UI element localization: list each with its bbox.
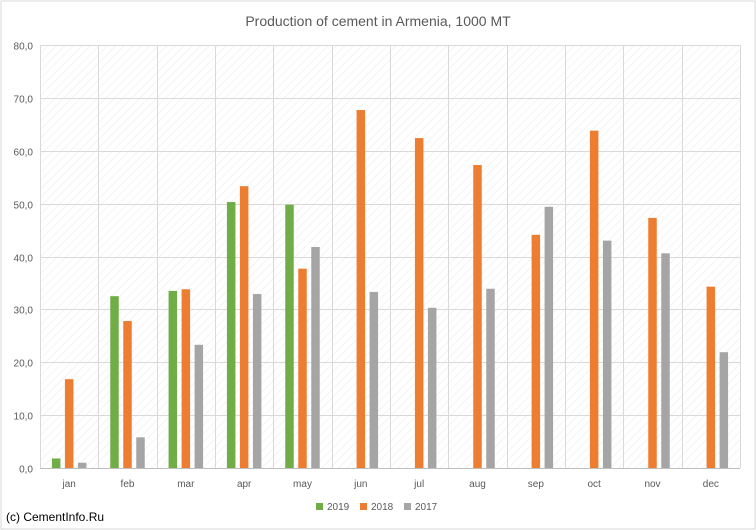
bar-2018-aug: [473, 165, 482, 468]
legend-swatch-2017: [404, 503, 411, 510]
bar-2018-feb: [123, 321, 132, 468]
bar-2018-nov: [648, 217, 657, 468]
bar-2019-may: [285, 204, 294, 468]
bar-2017-feb: [136, 437, 145, 468]
legend-swatch-2018: [360, 503, 367, 510]
bar-2018-jan: [64, 379, 74, 468]
legend-label-2017: 2017: [415, 502, 438, 513]
x-tick-label-jun: jun: [353, 479, 367, 490]
chart-title: Production of cement in Armenia, 1000 MT: [245, 13, 511, 29]
legend-label-2018: 2018: [371, 502, 394, 513]
bar-2017-oct: [602, 240, 612, 468]
bar-2017-nov: [661, 253, 670, 468]
legend-label-2019: 2019: [327, 502, 350, 513]
bar-2018-sep: [531, 234, 541, 468]
x-tick-label-dec: dec: [703, 479, 719, 490]
bar-2018-jul: [414, 138, 424, 468]
bar-2018-may: [298, 268, 307, 468]
x-tick-label-feb: feb: [121, 479, 135, 490]
bar-2017-aug: [486, 288, 495, 468]
legend: 2019 2018 2017: [316, 502, 438, 513]
bar-2019-feb: [110, 296, 119, 468]
y-tick-label: 20,0: [14, 359, 34, 370]
bar-2017-jan: [77, 462, 87, 468]
gridlines: [40, 45, 741, 469]
x-tick-label-jan: jan: [61, 479, 75, 490]
axes: 0,0 10,0 20,0 30,0 40,0 50,0 60,0 70,0 80,0 jan fe…: [14, 42, 740, 490]
x-tick-label-jul: jul: [413, 479, 424, 490]
bar-2017-jul: [427, 307, 437, 468]
x-tick-label-sep: sep: [528, 479, 545, 490]
bar-2017-may: [311, 246, 320, 468]
bar-2018-apr: [239, 186, 249, 468]
y-tick-label: 30,0: [14, 306, 34, 317]
x-tick-label-mar: mar: [177, 479, 195, 490]
x-tick-label-oct: oct: [587, 479, 601, 490]
credit-text: (c) CementInfo.Ru: [6, 510, 104, 524]
legend-swatch-2019: [316, 503, 323, 510]
y-tick-label: 50,0: [14, 201, 34, 212]
bar-2018-dec: [706, 286, 716, 468]
bar-2017-mar: [194, 344, 204, 468]
x-tick-label-apr: apr: [237, 479, 252, 490]
y-tick-label: 10,0: [14, 412, 34, 423]
y-tick-label: 40,0: [14, 254, 34, 265]
y-tick-label: 0,0: [19, 465, 33, 476]
bar-2018-oct: [589, 130, 599, 468]
x-tick-label-aug: aug: [469, 479, 486, 490]
bar-2019-apr: [226, 202, 236, 469]
bar-2017-dec: [719, 352, 729, 468]
x-tick-label-nov: nov: [644, 479, 660, 490]
y-tick-label: 70,0: [14, 95, 34, 106]
y-tick-label: 60,0: [14, 148, 34, 159]
bar-2018-mar: [181, 289, 191, 468]
bars: [51, 110, 729, 469]
bar-2017-sep: [544, 206, 554, 469]
x-tick-label-may: may: [293, 479, 312, 490]
bar-2017-jun: [369, 291, 379, 468]
bar-2019-mar: [168, 290, 178, 468]
bar-2019-jan: [51, 458, 61, 468]
bar-2018-jun: [356, 110, 366, 468]
bar-2017-apr: [252, 294, 262, 468]
y-tick-label: 80,0: [14, 42, 34, 53]
